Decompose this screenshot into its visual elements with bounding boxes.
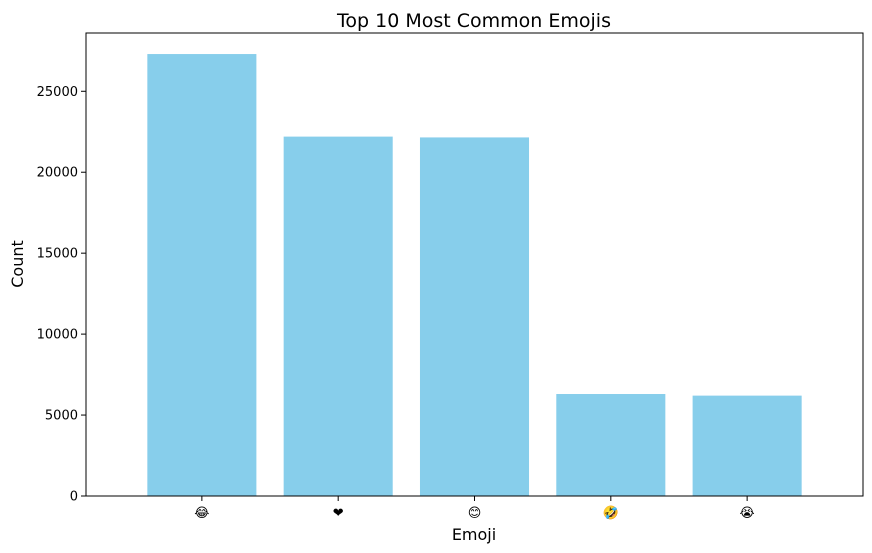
x-tick-label-2: ❤ bbox=[333, 506, 344, 521]
y-tick-label-4: 15000 bbox=[37, 247, 78, 262]
bar-3 bbox=[419, 137, 530, 497]
y-tick-label-3: 10000 bbox=[37, 328, 78, 343]
y-tick-label-2: 5000 bbox=[45, 409, 78, 424]
x-tick-label-4: 🤣 bbox=[602, 505, 619, 521]
plot-frame bbox=[85, 32, 864, 497]
bar-4 bbox=[556, 394, 666, 496]
y-tick-label-6: 25000 bbox=[37, 85, 78, 100]
x-tick-label-1: 😂 bbox=[194, 506, 209, 521]
chart-title: Top 10 Most Common Emojis bbox=[336, 10, 611, 32]
x-axis-label: Emoji bbox=[452, 525, 496, 544]
bars-group bbox=[147, 54, 802, 497]
bar-1 bbox=[147, 54, 257, 497]
bar-2 bbox=[283, 136, 393, 497]
x-tick-label-3: 😊 bbox=[468, 506, 482, 521]
x-tick-label-5: 😭 bbox=[740, 506, 755, 521]
y-axis-label: Count bbox=[8, 240, 27, 288]
x-axis-ticks: 😂 ❤ 😊 🤣 😭 bbox=[194, 496, 755, 521]
y-tick-label-1: 0 bbox=[70, 490, 78, 505]
y-tick-label-5: 20000 bbox=[37, 166, 78, 181]
bar-5 bbox=[692, 395, 802, 496]
y-axis-ticks: 0 5000 10000 15000 20000 25000 bbox=[37, 85, 86, 505]
